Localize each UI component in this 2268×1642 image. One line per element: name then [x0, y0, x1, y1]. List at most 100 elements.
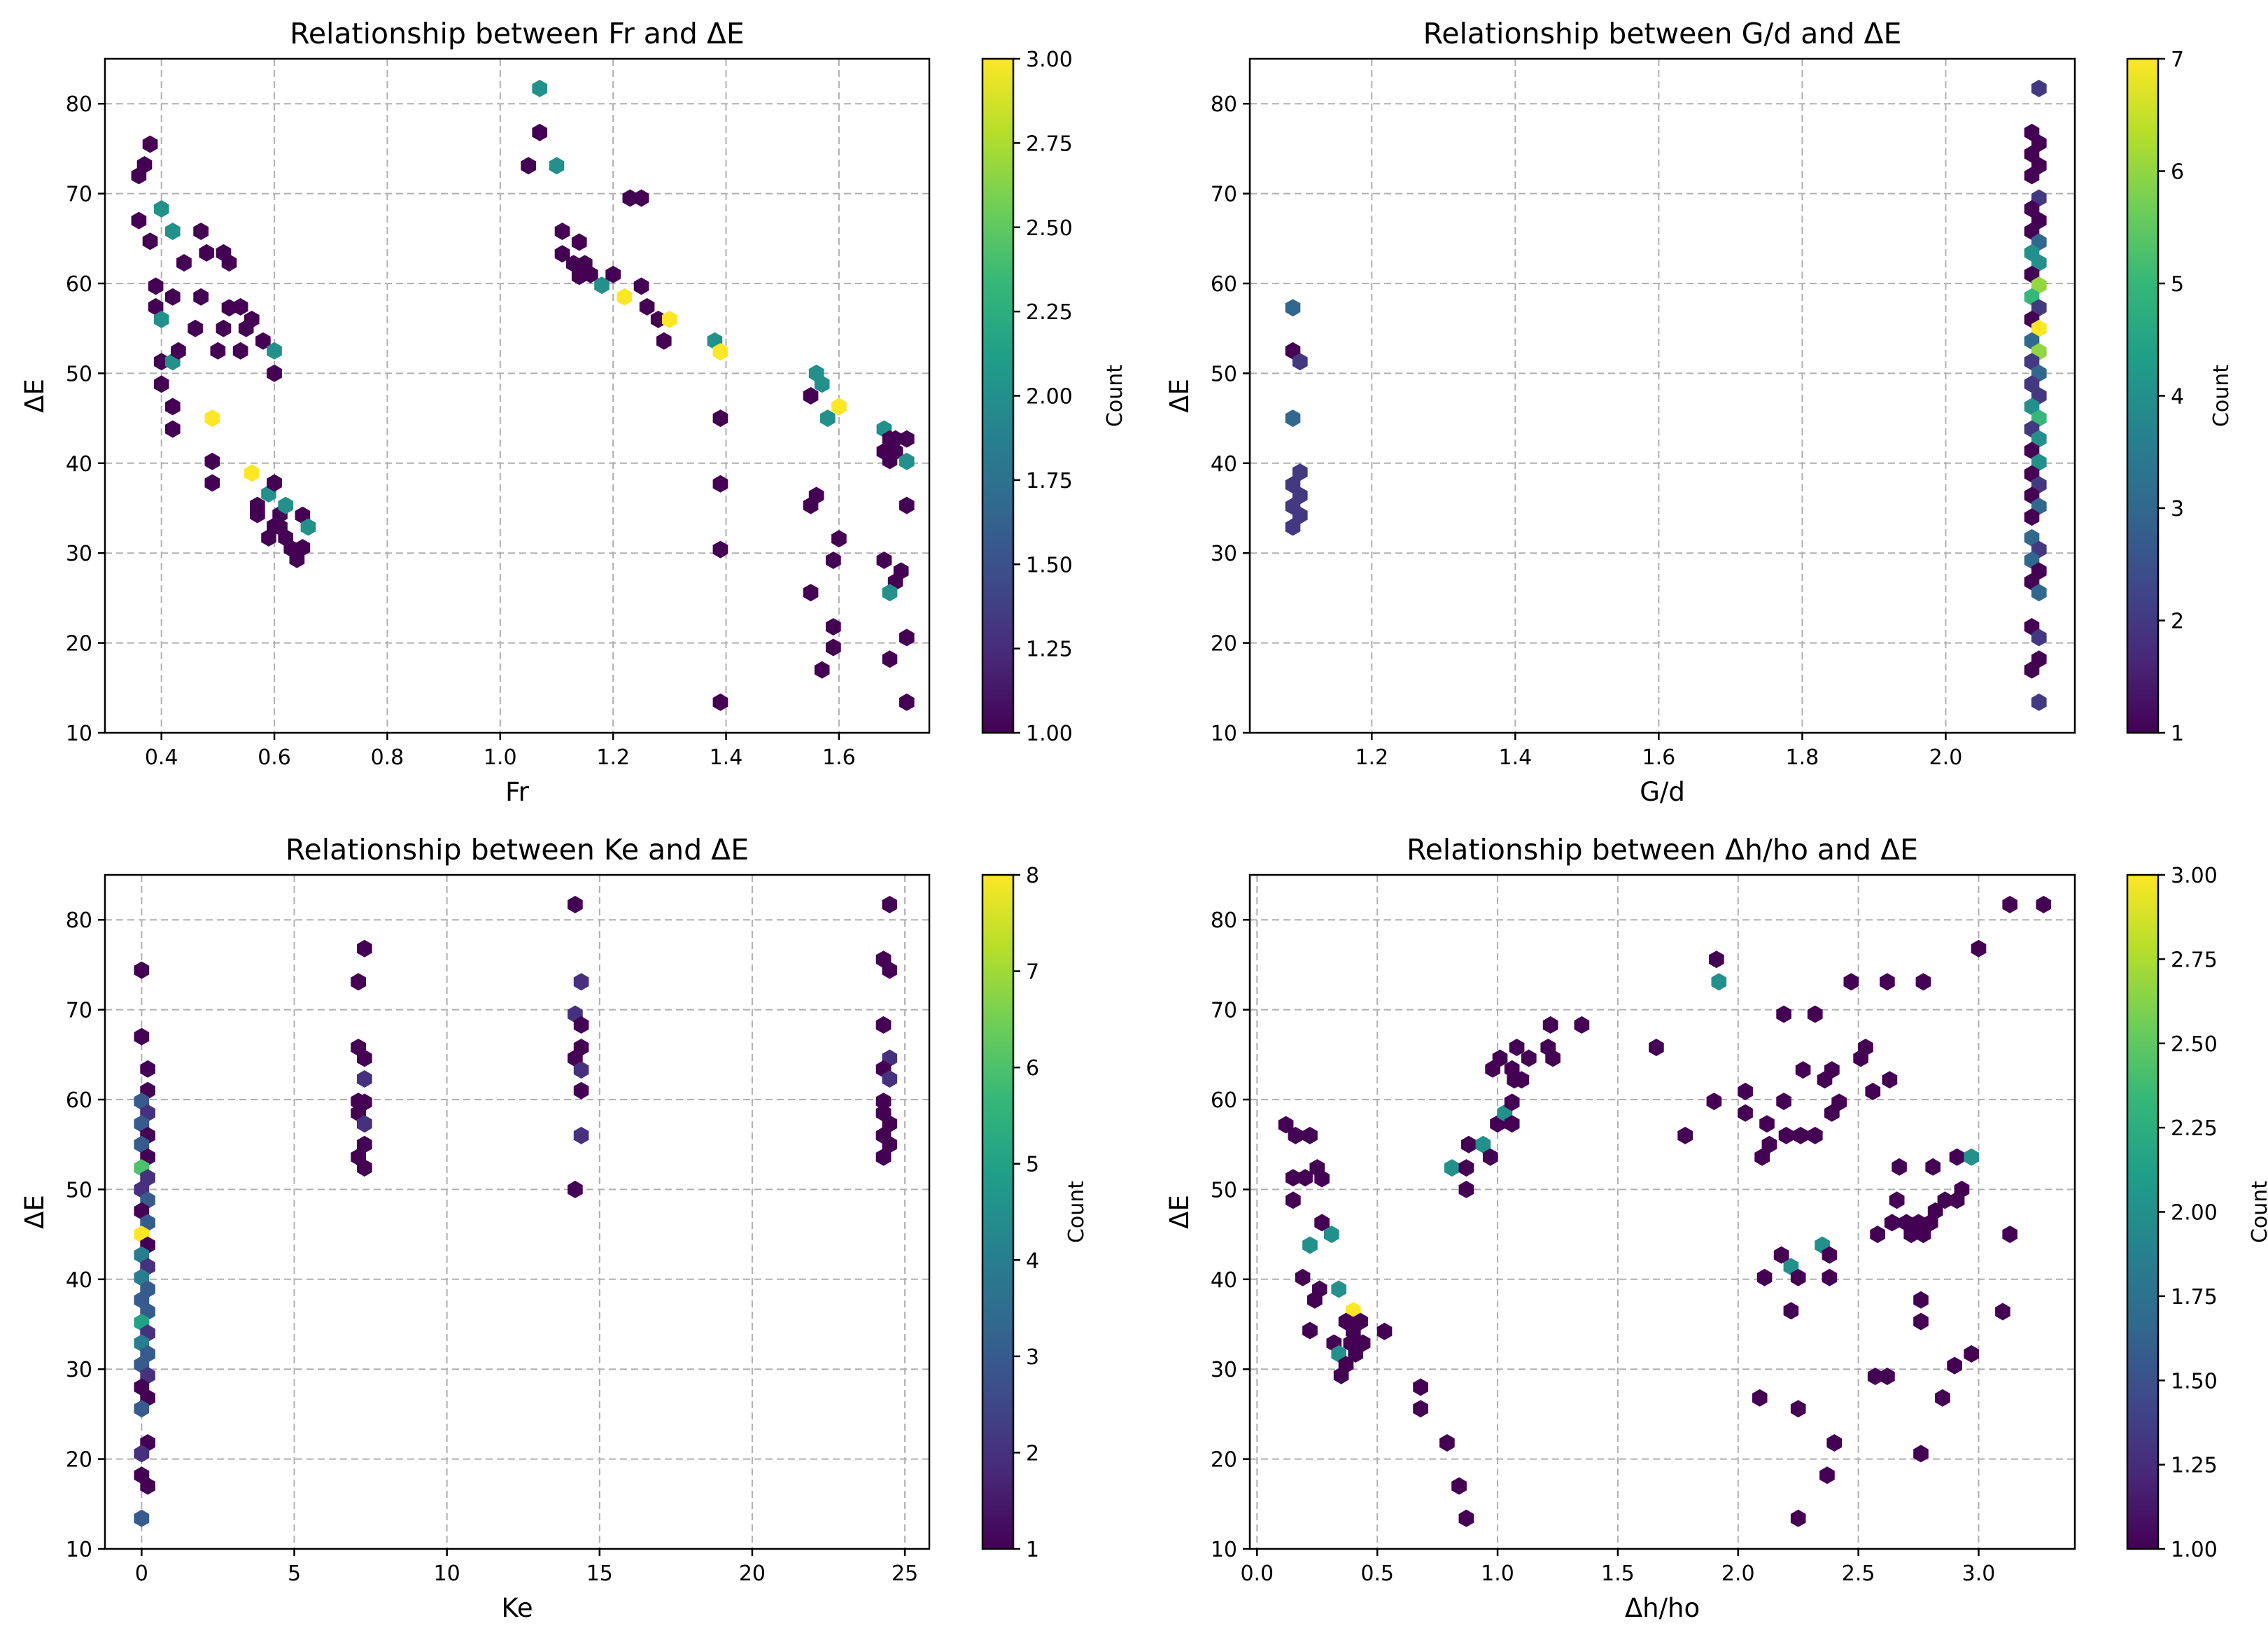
- y-axis-label: ΔE: [1164, 379, 1195, 413]
- y-tick-label: 20: [1211, 1448, 1237, 1473]
- hexbin-cell: [140, 1477, 155, 1495]
- hexbin-cell: [267, 474, 282, 492]
- x-tick-label: 1.2: [596, 745, 630, 770]
- hexbin-cell: [1822, 1268, 1838, 1286]
- x-tick-label: 0: [135, 1562, 148, 1586]
- hexbin-cell: [1333, 1366, 1349, 1384]
- hexbin-cell: [165, 398, 181, 416]
- hexbin-cell: [1843, 973, 1859, 991]
- hexbin-cell: [1884, 1214, 1900, 1232]
- colorbar-tick-label: 3: [1026, 1345, 1039, 1370]
- hexbin-cell: [594, 276, 610, 295]
- hexbin-cell: [2031, 254, 2047, 272]
- hexbin-cell: [899, 629, 915, 647]
- hexbin-cell: [357, 1159, 372, 1177]
- hexbin-cell: [882, 961, 898, 979]
- hexbin-cell: [267, 364, 282, 382]
- colorbar-tick-label: 2.00: [1026, 385, 1073, 409]
- hexbin-cell: [1826, 1434, 1843, 1452]
- hexbin-cell: [882, 650, 898, 668]
- hexbin-cell: [244, 464, 260, 482]
- hexbin-cell: [1754, 1148, 1770, 1166]
- hexbin-cell: [1348, 1345, 1364, 1363]
- hexbin-cell: [1935, 1389, 1950, 1407]
- colorbar-tick-label: 5: [1026, 1153, 1039, 1177]
- hexbin-cell: [1759, 1115, 1775, 1133]
- y-tick-label: 30: [1211, 542, 1237, 566]
- hexbin-cell: [882, 584, 898, 602]
- hexbin-cell: [876, 552, 892, 569]
- x-tick-label: 1.0: [1481, 1562, 1514, 1586]
- hexbin-cell: [165, 420, 181, 438]
- hexbin-cell: [2036, 895, 2052, 913]
- hexbin-cell: [1995, 1303, 2010, 1321]
- y-tick-label: 40: [66, 452, 92, 477]
- hexbin-cell: [1913, 1445, 1929, 1463]
- y-tick-label: 70: [66, 183, 92, 207]
- hexbin-cell: [1295, 1268, 1311, 1286]
- hexbin-cell: [165, 288, 181, 306]
- hexbin-cell: [882, 1070, 898, 1088]
- hexbin-cell: [2024, 528, 2040, 547]
- hexbin-cell: [1292, 353, 1308, 371]
- hexbin-cell: [568, 1180, 583, 1198]
- hexbin-cell: [1880, 973, 1895, 991]
- hexbin-cell: [134, 1135, 150, 1153]
- hexbin-cell: [267, 342, 282, 360]
- hexbin-cell: [1307, 1291, 1323, 1309]
- hexbin-cell: [2031, 454, 2047, 471]
- hexbin-cell: [140, 1060, 155, 1078]
- y-tick-label: 80: [66, 908, 92, 933]
- hexbin-cell: [532, 123, 548, 141]
- hexbin-cell: [2031, 584, 2047, 602]
- hexbin-cell: [549, 157, 565, 175]
- hexbin-cell: [831, 398, 847, 416]
- hexbin-cell: [357, 939, 372, 957]
- hexbin-cell: [1492, 1049, 1508, 1067]
- hexbin-cell: [176, 254, 192, 272]
- hexbin-cell: [1439, 1434, 1455, 1452]
- hexbin-cell: [1776, 1093, 1791, 1111]
- hexbin-cell: [1286, 1169, 1301, 1187]
- hexbin-cell: [1706, 1093, 1722, 1111]
- hexbin-cell: [193, 223, 209, 240]
- hexbin-cell: [1286, 1191, 1301, 1209]
- hexbin-cell: [2024, 508, 2040, 526]
- hexbin-cell: [1913, 1291, 1929, 1309]
- x-tick-label: 0.0: [1240, 1562, 1274, 1586]
- hexbin-cell: [153, 375, 169, 393]
- hexbin-cell: [1542, 1016, 1558, 1034]
- x-tick-label: 2.5: [1842, 1562, 1875, 1586]
- hexbin-cell: [899, 430, 915, 448]
- y-tick-label: 80: [66, 92, 92, 117]
- colorbar-tick-label: 5: [2171, 272, 2184, 297]
- hexbin-cell: [1458, 1180, 1474, 1198]
- hexbin-cell: [1302, 1321, 1318, 1340]
- hexbin-cell: [1824, 1061, 1840, 1079]
- hexbin-cell: [803, 387, 819, 405]
- y-tick-label: 60: [1211, 272, 1237, 297]
- chart-title: Relationship between Fr and ΔE: [290, 17, 745, 50]
- hexbin-cell: [1793, 1126, 1808, 1144]
- x-tick-label: 2.0: [1929, 745, 1963, 770]
- hexbin-cell: [2031, 299, 2047, 317]
- hexbin-cell: [1285, 299, 1301, 317]
- colorbar-label: Count: [2209, 365, 2234, 427]
- hexbin-cell: [819, 409, 836, 428]
- y-tick-label: 30: [1211, 1358, 1237, 1382]
- y-tick-label: 60: [66, 1088, 92, 1113]
- colorbar: [2127, 875, 2158, 1549]
- hexbin-cell: [153, 199, 169, 218]
- hexbin-cell: [1444, 1159, 1460, 1177]
- hexbin-cell: [554, 245, 570, 263]
- hexbin-cell: [532, 79, 548, 97]
- hexbin-cell: [1971, 939, 1987, 957]
- chart-title: Relationship between Ke and ΔE: [286, 833, 749, 866]
- hexbin-cell: [1949, 1148, 1965, 1166]
- colorbar: [982, 59, 1013, 733]
- hexbin-cell: [232, 297, 248, 316]
- hexbin-cell: [171, 342, 186, 360]
- colorbar-tick-label: 1.50: [1026, 553, 1073, 577]
- hexbin-cell: [1882, 1071, 1898, 1089]
- x-tick-label: 1.4: [1498, 745, 1532, 770]
